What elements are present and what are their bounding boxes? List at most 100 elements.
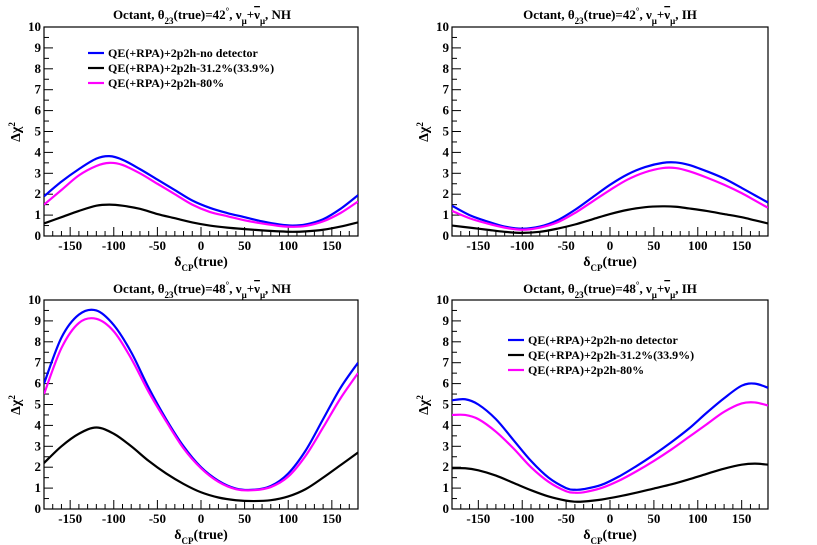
text-part: ν xyxy=(663,7,670,22)
legend: QE(+RPA)+2p2h-no detectorQE(+RPA)+2p2h-3… xyxy=(88,46,274,90)
series-line-3 xyxy=(44,161,358,228)
x-tick-label: -150 xyxy=(58,511,82,526)
x-axis-label: δCP(true) xyxy=(174,255,228,273)
legend-entry: QE(+RPA)+2p2h-80% xyxy=(108,76,224,90)
legend-entry: QE(+RPA)+2p2h-31.2%(33.9%) xyxy=(108,61,274,75)
y-tick-label: 3 xyxy=(443,165,450,180)
text-part: μ xyxy=(260,290,265,300)
text-part: 23 xyxy=(165,16,175,26)
y-tick-label: 0 xyxy=(35,501,42,516)
y-tick-label: 10 xyxy=(28,19,41,34)
y-tick-label: 0 xyxy=(443,228,450,243)
y-tick-label: 5 xyxy=(35,124,42,139)
y-tick-label: 0 xyxy=(35,228,42,243)
text-part: μ xyxy=(652,16,657,26)
text-part: CP xyxy=(591,536,603,545)
legend-entry: QE(+RPA)+2p2h-31.2%(33.9%) xyxy=(528,348,694,362)
x-tick-label: 100 xyxy=(688,511,708,526)
text-part: Δχ xyxy=(9,126,24,142)
legend-entry: QE(+RPA)+2p2h-80% xyxy=(528,363,644,377)
y-tick-label: 3 xyxy=(35,165,42,180)
x-tick-label: 50 xyxy=(647,238,660,253)
x-tick-label: -100 xyxy=(510,238,534,253)
text-part: μ xyxy=(670,290,675,300)
plot-frame xyxy=(451,26,769,237)
series-line-1 xyxy=(44,308,358,492)
text-part: + xyxy=(247,7,254,22)
text-part: (true)=42 xyxy=(174,7,226,22)
x-axis-label: δCP(true) xyxy=(583,528,637,545)
y-tick-label: 9 xyxy=(35,40,42,55)
text-part: , IH xyxy=(675,7,697,22)
text-part: ν xyxy=(253,281,260,296)
series-line-2 xyxy=(452,462,768,503)
y-tick-label: 6 xyxy=(443,376,450,391)
text-part: Octant, θ xyxy=(523,281,575,296)
x-tick-label: 0 xyxy=(198,511,205,526)
text-part: , NH xyxy=(265,7,291,22)
x-tick-label: 50 xyxy=(238,511,251,526)
series-line-1 xyxy=(452,382,768,491)
text-part: δ xyxy=(583,528,590,543)
text-part: Octant, θ xyxy=(113,7,165,22)
y-tick-label: 4 xyxy=(443,417,450,432)
y-tick-label: 8 xyxy=(35,61,42,76)
x-tick-label: -100 xyxy=(102,511,126,526)
chart-panel-top-left: -150 -100 -50 0 50 100 150012345678910Octant, … xyxy=(7,6,359,273)
x-tick-label: -50 xyxy=(557,238,574,253)
x-tick-label: -100 xyxy=(510,511,534,526)
y-axis-label: Δχ2 xyxy=(7,122,24,142)
y-tick-label: 5 xyxy=(443,124,450,139)
text-part: , ν xyxy=(229,7,242,22)
text-part: , NH xyxy=(265,281,291,296)
y-tick-label: 3 xyxy=(35,438,42,453)
series-line-3 xyxy=(44,317,358,492)
chart-title: Octant, θ23(true)=48°, νμ+νμ, NH xyxy=(113,280,291,300)
text-part: (true)=42 xyxy=(584,7,636,22)
y-tick-label: 8 xyxy=(443,61,450,76)
x-tick-label: -150 xyxy=(466,238,490,253)
text-part: 2 xyxy=(7,395,17,400)
text-part: + xyxy=(657,7,664,22)
text-part: μ xyxy=(260,16,265,26)
text-part: , ν xyxy=(639,7,652,22)
x-tick-label: 0 xyxy=(607,238,614,253)
y-tick-label: 1 xyxy=(35,480,42,495)
text-part: 2 xyxy=(415,395,425,400)
x-axis-label: δCP(true) xyxy=(174,528,228,545)
text-part: (true) xyxy=(194,255,229,270)
text-part: + xyxy=(657,281,664,296)
text-part: 2 xyxy=(415,122,425,127)
text-part: δ xyxy=(174,255,181,270)
x-tick-label: -50 xyxy=(149,238,166,253)
x-tick-label: 150 xyxy=(732,511,752,526)
x-tick-label: -100 xyxy=(102,238,126,253)
legend-entry: QE(+RPA)+2p2h-no detector xyxy=(108,46,258,60)
chart-panel-top-right: -150 -100 -50 0 50 100 150012345678910Octant, … xyxy=(415,6,769,273)
text-part: + xyxy=(247,281,254,296)
series-line-2 xyxy=(452,205,768,234)
text-part: μ xyxy=(242,16,247,26)
chart-title: Octant, θ23(true)=42°, νμ+νμ, IH xyxy=(523,6,697,26)
text-part: Octant, θ xyxy=(523,7,575,22)
text-part: ° xyxy=(226,280,230,290)
text-part: , ν xyxy=(229,281,242,296)
y-tick-label: 3 xyxy=(443,438,450,453)
x-tick-label: 100 xyxy=(278,511,298,526)
y-tick-label: 10 xyxy=(436,19,449,34)
text-part: , IH xyxy=(675,281,697,296)
text-part: Δχ xyxy=(417,399,432,415)
text-part: ° xyxy=(636,280,640,290)
text-part: (true)=48 xyxy=(174,281,227,296)
chart-panel-bottom-right: -150 -100 -50 0 50 100 150012345678910Octant, … xyxy=(415,280,769,545)
y-tick-label: 8 xyxy=(443,334,450,349)
x-tick-label: -50 xyxy=(149,511,166,526)
legend: QE(+RPA)+2p2h-no detectorQE(+RPA)+2p2h-3… xyxy=(508,333,694,377)
series-line-2 xyxy=(44,203,358,233)
y-tick-label: 6 xyxy=(443,103,450,118)
text-part: μ xyxy=(242,290,247,300)
x-tick-label: 50 xyxy=(647,511,660,526)
text-part: (true) xyxy=(603,255,638,270)
y-tick-label: 0 xyxy=(443,501,450,516)
x-tick-label: 150 xyxy=(322,511,342,526)
